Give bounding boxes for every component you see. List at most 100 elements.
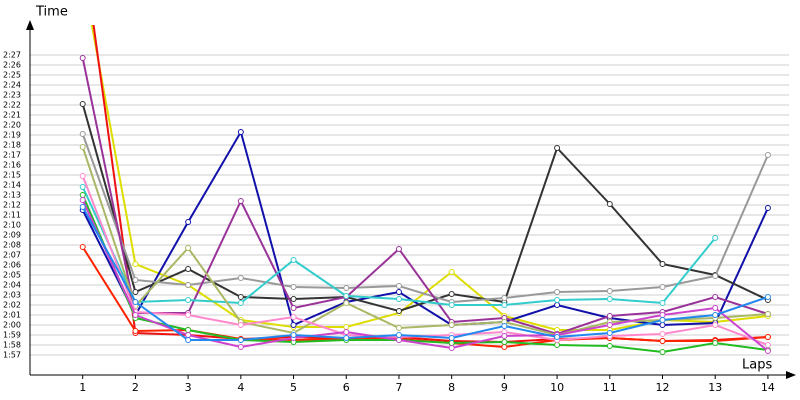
point: [554, 342, 561, 348]
point: [395, 337, 402, 343]
point: [290, 332, 297, 338]
point: [659, 317, 666, 323]
y-tick-label: 2:10: [3, 221, 21, 230]
point: [712, 305, 719, 311]
point: [185, 332, 192, 338]
point: [659, 284, 666, 290]
point: [185, 266, 192, 272]
point: [79, 192, 86, 198]
point: [764, 348, 771, 354]
point: [395, 296, 402, 302]
point: [764, 311, 771, 317]
point: [448, 302, 455, 308]
point: [554, 297, 561, 303]
point: [395, 325, 402, 331]
point: [606, 343, 613, 349]
point: [79, 55, 86, 61]
point: [659, 331, 666, 337]
point: [290, 314, 297, 320]
point: [343, 300, 350, 306]
point: [764, 334, 771, 340]
point: [79, 144, 86, 150]
x-tick-label: 1: [79, 381, 86, 394]
y-tick-label: 2:12: [3, 201, 21, 210]
point: [606, 322, 613, 328]
point: [554, 334, 561, 340]
series-line: [81, 206, 769, 341]
x-tick-label: 3: [185, 381, 192, 394]
point: [501, 323, 508, 329]
point: [606, 288, 613, 294]
point: [659, 312, 666, 318]
y-tick-label: 2:20: [3, 121, 21, 130]
point: [290, 322, 297, 328]
point: [712, 235, 719, 241]
point: [343, 329, 350, 335]
point: [132, 299, 139, 305]
point: [79, 204, 86, 210]
point: [237, 198, 244, 204]
x-tick-label: 2: [132, 381, 139, 394]
point: [554, 145, 561, 151]
x-tick-label: 4: [237, 381, 244, 394]
grid: [30, 54, 789, 356]
ticks: 1:571:581:592:002:012:022:032:042:052:06…: [3, 51, 775, 395]
point: [343, 293, 350, 299]
point: [554, 302, 561, 308]
y-tick-label: 2:27: [3, 51, 21, 60]
point: [448, 291, 455, 297]
x-tick-label: 6: [343, 381, 350, 394]
y-tick-label: 2:05: [3, 271, 21, 280]
y-tick-label: 2:26: [3, 61, 21, 70]
y-tick-label: 2:17: [3, 151, 21, 160]
point: [79, 197, 86, 203]
point: [712, 322, 719, 328]
point: [606, 201, 613, 207]
y-tick-label: 2:15: [3, 171, 21, 180]
x-tick-label: 12: [656, 381, 670, 394]
y-tick-label: 2:04: [3, 281, 21, 290]
point: [185, 219, 192, 225]
point: [395, 283, 402, 289]
point: [764, 342, 771, 348]
series-line: [81, 199, 769, 352]
point: [185, 327, 192, 333]
series-line: [92, 25, 768, 344]
point: [659, 300, 666, 306]
x-tick-label: 13: [708, 381, 722, 394]
point: [448, 340, 455, 346]
point: [237, 337, 244, 343]
point: [290, 305, 297, 311]
point: [79, 244, 86, 250]
point: [290, 296, 297, 302]
point: [712, 312, 719, 318]
point: [185, 245, 192, 251]
point: [132, 312, 139, 318]
y-tick-label: 2:07: [3, 251, 21, 260]
point: [764, 205, 771, 211]
y-axis-title: Time: [35, 5, 68, 20]
point: [237, 294, 244, 300]
y-tick-label: 2:18: [3, 141, 21, 150]
point: [132, 261, 139, 267]
y-tick-label: 1:57: [3, 351, 21, 360]
plot-area: [79, 25, 771, 355]
y-tick-label: 2:03: [3, 291, 21, 300]
point: [606, 313, 613, 319]
y-tick-label: 2:23: [3, 91, 21, 100]
point: [764, 152, 771, 158]
point: [395, 308, 402, 314]
point: [395, 332, 402, 338]
point: [132, 289, 139, 295]
point: [185, 312, 192, 318]
y-tick-label: 2:22: [3, 101, 21, 110]
y-axis-arrow: [26, 20, 34, 30]
point: [448, 322, 455, 328]
y-tick-label: 2:09: [3, 231, 21, 240]
point: [343, 335, 350, 341]
x-tick-label: 9: [501, 381, 508, 394]
point: [343, 285, 350, 291]
y-tick-label: 1:58: [3, 341, 21, 350]
series-line: [81, 133, 769, 304]
y-tick-label: 2:11: [3, 211, 21, 220]
